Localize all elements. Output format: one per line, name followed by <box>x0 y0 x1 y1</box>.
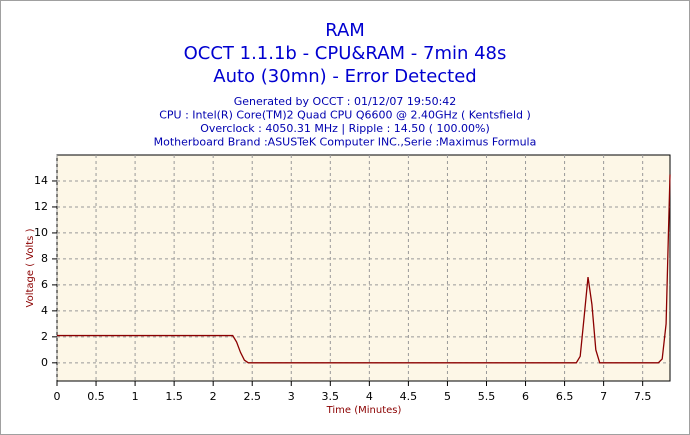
y-tick-label: 14 <box>34 174 48 187</box>
y-tick-label: 4 <box>41 304 48 317</box>
x-tick-label: 7 <box>600 390 607 403</box>
x-tick-label: 5.5 <box>478 390 496 403</box>
chart-title: RAM <box>325 20 365 41</box>
info-line: Motherboard Brand :ASUSTeK Computer INC.… <box>154 136 537 149</box>
x-tick-label: 2 <box>210 390 217 403</box>
x-tick-label: 6 <box>522 390 529 403</box>
x-tick-label: 6.5 <box>556 390 574 403</box>
x-axis-label: Time (Minutes) <box>326 405 402 416</box>
y-axis-label: Voltage ( Volts ) <box>25 228 36 307</box>
x-tick-label: 0 <box>54 390 61 403</box>
plot-area <box>56 154 671 382</box>
y-tick-label: 8 <box>41 252 48 265</box>
x-tick-label: 0.5 <box>87 390 105 403</box>
info-line: Generated by OCCT : 01/12/07 19:50:42 <box>234 95 457 108</box>
info-line: Overclock : 4050.31 MHz | Ripple : 14.50… <box>200 122 490 135</box>
y-tick-label: 12 <box>34 200 48 213</box>
x-tick-label: 1 <box>132 390 139 403</box>
y-tick-label: 2 <box>41 330 48 343</box>
x-tick-label: 7.5 <box>634 390 652 403</box>
x-tick-label: 5 <box>444 390 451 403</box>
y-tick-label: 0 <box>41 356 48 369</box>
chart-title: OCCT 1.1.1b - CPU&RAM - 7min 48s <box>184 43 507 64</box>
data-line <box>57 174 671 364</box>
info-line: CPU : Intel(R) Core(TM)2 Quad CPU Q6600 … <box>159 109 531 122</box>
y-tick-label: 6 <box>41 278 48 291</box>
chart-title: Auto (30mn) - Error Detected <box>213 66 476 87</box>
x-tick-label: 2.5 <box>243 390 261 403</box>
x-tick-label: 4 <box>366 390 373 403</box>
x-tick-label: 4.5 <box>400 390 418 403</box>
x-tick-label: 3 <box>288 390 295 403</box>
x-tick-label: 3.5 <box>322 390 340 403</box>
y-tick-label: 10 <box>34 226 48 239</box>
x-tick-label: 1.5 <box>165 390 183 403</box>
